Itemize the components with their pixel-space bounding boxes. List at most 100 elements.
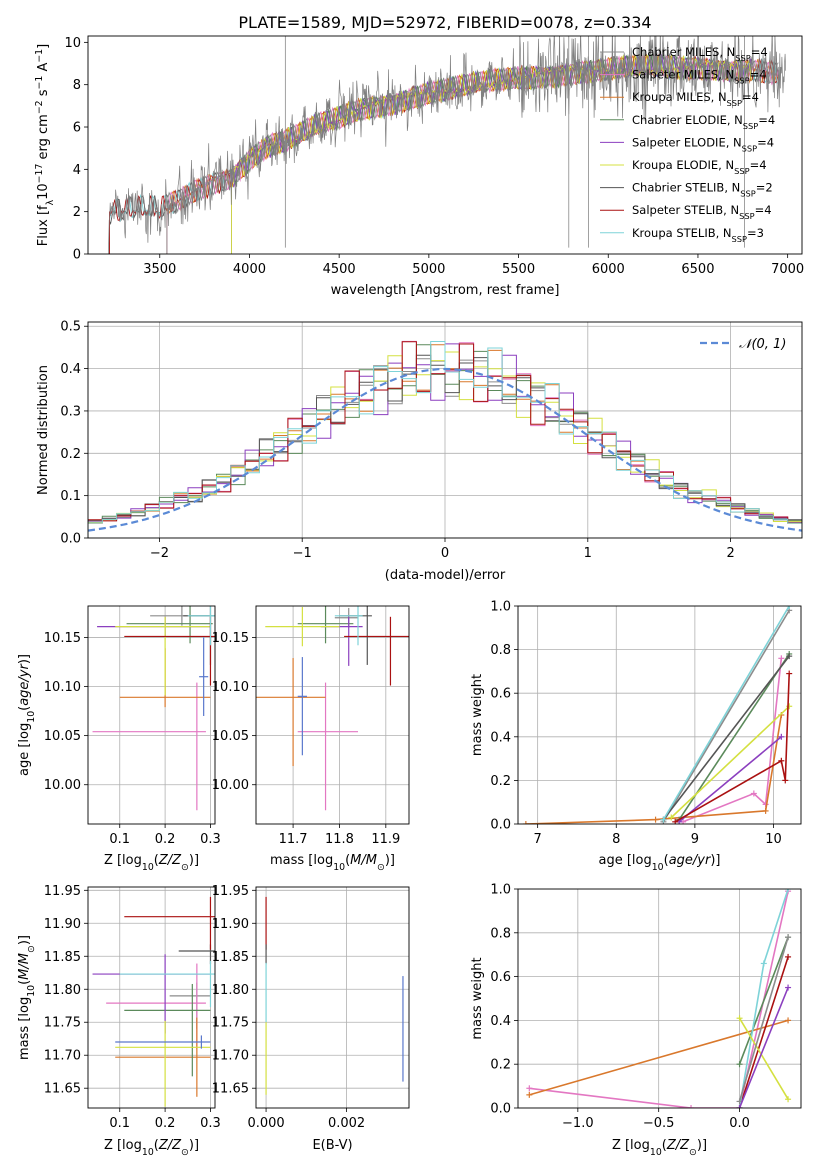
xtick-label: 4000: [233, 262, 266, 277]
mass_vs_ebv-xlabel: E(B-V): [312, 1138, 352, 1153]
observed-spectrum: [108, 36, 787, 254]
ytick-label: 0.2: [490, 1058, 511, 1073]
normal-curve: [88, 367, 802, 532]
weight-line-salpeter_elodie: [738, 987, 789, 1108]
legend-label-kroupa_miles: Kroupa MILES, NSSP=4: [632, 90, 759, 108]
xtick-label: 0: [441, 546, 449, 561]
xtick-label: 5500: [502, 262, 535, 277]
ytick-label: 11.80: [212, 983, 249, 998]
plot-area-weight_vs_Z: [518, 889, 801, 1108]
xticks-mass_vs_Z: 0.1 0.2 0.3: [109, 1108, 221, 1131]
xtick-label: 0.3: [200, 1116, 221, 1131]
axes-frame-spectrum: [87, 35, 803, 255]
mass_vs_Z-xlabel: Z [log10(Z/Z⊙)]: [104, 1138, 199, 1158]
ytick-label: 0.4: [60, 362, 81, 377]
ytick-label: 0.3: [60, 404, 81, 419]
plot-area-age_vs_mass: [256, 606, 409, 824]
panel-age_vs_mass: 11.7 11.8 11.9 10.00 10.05 10.10 10.15: [212, 605, 410, 847]
axes-frame-mass_vs_ebv: [255, 886, 410, 1109]
xtick-label: 4500: [323, 262, 356, 277]
xtick-label: 0.0: [729, 1116, 750, 1131]
legend-label-chabrier_elodie: Chabrier ELODIE, NSSP=4: [632, 113, 775, 131]
xtick-label: 5000: [412, 262, 445, 277]
ytick-label: 10.05: [212, 729, 249, 744]
ytick-label: 11.85: [44, 950, 81, 965]
ytick-label: 2: [73, 205, 81, 220]
ytick-label: 11.90: [212, 917, 249, 932]
ytick-label: 10.05: [44, 729, 81, 744]
ytick-label: 10.00: [212, 778, 249, 793]
weight-line-salpeter_elodie: [678, 736, 782, 823]
weight_vs_age-ylabel: mass weight: [470, 674, 485, 756]
xtick-label: 0.1: [109, 832, 130, 847]
plot-area-weight_vs_age: [518, 606, 801, 824]
ytick-label: 11.65: [212, 1082, 249, 1097]
xtick-label: 11.8: [325, 832, 354, 847]
spectrum-xlabel: wavelength [Angstrom, rest frame]: [331, 283, 560, 298]
plot-area-spectrum: [108, 36, 787, 254]
ytick-label: 11.90: [44, 917, 81, 932]
mass_vs_Z-ylabel: mass [log10(M/M⊙)]: [17, 935, 37, 1060]
ytick-label: 11.70: [44, 1049, 81, 1064]
xtick-label: 0.000: [247, 1116, 284, 1131]
weight-line-chabrier_miles: [738, 936, 789, 1102]
yticks-mass_vs_Z: 11.65 11.70 11.75 11.80 11.85 11.90 11.95: [44, 884, 88, 1097]
plot-area-mass_vs_ebv: [256, 887, 409, 1108]
xtick-label: 11.7: [279, 832, 308, 847]
panel-weight_vs_age: 7 8 9 10 0.0 0.2 0.4 0.6 0.8 1.0: [490, 600, 802, 847]
ytick-label: 0.6: [490, 687, 511, 702]
ytick-label: 0: [73, 248, 81, 263]
ytick-label: 10.10: [212, 680, 249, 695]
ytick-label: 11.95: [44, 884, 81, 899]
weight-line-kroupa_elodie: [738, 1017, 789, 1100]
panel-residuals: −2 −1 0 1 2 0.0 0.1 0.2 0.3 0.4 0.5: [60, 320, 803, 561]
xtick-label: 0.2: [155, 1116, 176, 1131]
xtick-label: 6000: [592, 262, 625, 277]
age_vs_mass-xlabel: mass [log10(M/M⊙)]: [270, 853, 395, 873]
ytick-label: 0.0: [490, 818, 511, 833]
ytick-label: 10.15: [212, 631, 249, 646]
age_vs_Z-xlabel: Z [log10(Z/Z⊙)]: [104, 853, 199, 873]
ytick-label: 0.0: [490, 1102, 511, 1117]
xticks-residuals: −2 −1 0 1 2: [150, 538, 735, 561]
panel-age_vs_Z: 0.1 0.2 0.3 10.00 10.05 10.10 10.15: [44, 605, 221, 847]
axes-frame-age_vs_Z: [87, 605, 216, 825]
plot-area-mass_vs_Z: [88, 887, 215, 1108]
xtick-label: 8: [612, 832, 620, 847]
yticks-weight_vs_age: 0.0 0.2 0.4 0.6 0.8 1.0: [490, 600, 518, 833]
xtick-label: 3500: [143, 262, 176, 277]
weight-line-salpeter_miles: [682, 658, 783, 823]
residuals-xlabel: (data-model)/error: [385, 568, 506, 583]
ytick-label: 11.80: [44, 983, 81, 998]
ytick-label: 10.10: [44, 680, 81, 695]
spectrum-ylabel: Flux [fλ10−17 erg cm−2 s−1 A−1]: [34, 44, 56, 246]
weight-line-salpeter_stelib: [738, 956, 789, 1108]
xtick-label: 2: [726, 546, 734, 561]
legend-label-kroupa_stelib: Kroupa STELIB, NSSP=3: [632, 226, 764, 244]
ytick-label: 0.2: [60, 447, 81, 462]
ytick-label: 10.00: [44, 778, 81, 793]
panel-spectrum: 3500 4000 4500 5000 5500 6000 6500 7000 0 2 4 6 8 10: [64, 35, 804, 277]
ytick-label: 0.8: [490, 926, 511, 941]
xtick-label: 0.1: [109, 1116, 130, 1131]
ytick-label: 11.95: [212, 884, 249, 899]
plot-area-residuals: [88, 322, 802, 538]
legend-label-chabrier_stelib: Chabrier STELIB, NSSP=2: [632, 181, 773, 199]
ytick-label: 0.2: [490, 774, 511, 789]
xtick-label: 0.2: [155, 832, 176, 847]
model-line-kroupa_elodie: [231, 54, 752, 254]
ytick-label: 0.6: [490, 970, 511, 985]
age_vs_Z-ylabel: age [log10(age/yr)]: [17, 654, 37, 776]
weight-line-kroupa_miles: [529, 1019, 789, 1096]
ytick-label: 1.0: [490, 600, 511, 615]
panel-weight_vs_Z: −1.0 −0.5 0.0 0.0 0.2 0.4 0.6 0.8 1.0: [490, 883, 802, 1131]
xtick-label: 9: [691, 832, 699, 847]
weight-line-chabrier_miles: [662, 609, 790, 823]
legend-label-kroupa_elodie: Kroupa ELODIE, NSSP=4: [632, 158, 767, 176]
legend-label-chabrier_miles: Chabrier MILES, NSSP=4: [632, 45, 768, 63]
ytick-label: 1.0: [490, 883, 511, 898]
ytick-label: 10: [64, 36, 81, 51]
xticks-age_vs_Z: 0.1 0.2 0.3: [109, 824, 221, 847]
